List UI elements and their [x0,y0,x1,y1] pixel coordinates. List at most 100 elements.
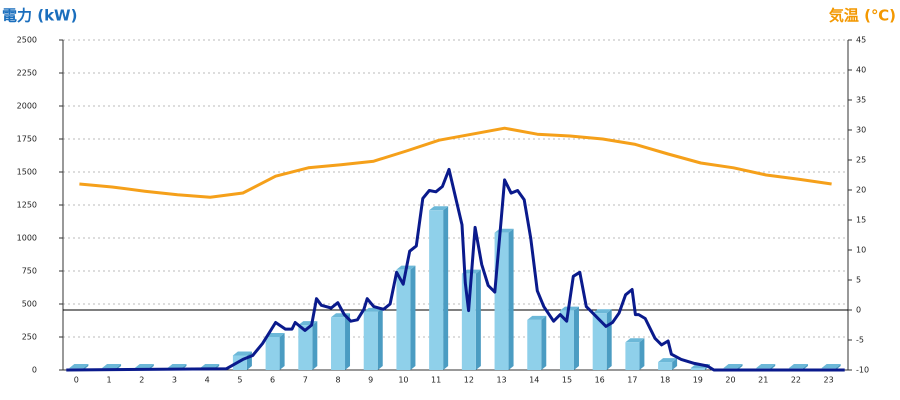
bar-face [134,364,154,369]
bar-face [625,338,645,343]
x-tick-label: 15 [562,376,572,385]
x-tick-label: 20 [725,376,735,385]
y2-tick-label: -5 [856,336,864,345]
bar [527,315,547,370]
bar-face [625,342,640,370]
bar [265,333,285,370]
bar-face [658,358,678,363]
bar-face [232,351,252,356]
bar-face [788,364,808,369]
bar-face [461,273,476,370]
y-tick-label: 250 [22,333,37,342]
bar-face [527,319,542,370]
bar-face [429,206,449,211]
line [66,167,845,372]
bar-face [756,364,776,369]
y-tick-label: 2250 [17,69,37,78]
bar-face [592,313,607,370]
bar-face [443,206,449,370]
x-tick-label: 10 [398,376,408,385]
x-tick-label: 16 [595,376,605,385]
y2-tick-label: 10 [856,246,866,255]
bar-face [658,362,673,370]
bar [592,309,612,370]
bar [298,321,318,370]
bar-face [508,228,514,370]
x-tick-label: 5 [237,376,242,385]
bar-face [200,364,220,369]
bar [363,307,383,370]
y2-tick-label: 0 [856,306,861,315]
x-tick-label: 9 [368,376,373,385]
bar [396,265,416,370]
y2-tick-label: 35 [856,96,866,105]
x-tick-label: 21 [758,376,768,385]
y2-tick-label: -10 [856,366,869,375]
bar-face [279,333,285,370]
right-axis-title: 気温 (℃) [829,7,896,25]
y-tick-label: 1750 [17,135,37,144]
x-tick-label: 6 [270,376,275,385]
bar-face [167,364,187,369]
bar [625,338,645,370]
bar-face [69,364,89,369]
x-tick-label: 12 [464,376,474,385]
bar-face [592,309,612,314]
bar-face [821,364,841,369]
y2-tick-label: 5 [856,276,861,285]
bar-face [396,269,411,370]
bar-face [475,269,481,370]
bar [494,228,514,370]
x-tick-label: 3 [172,376,177,385]
y-tick-label: 1000 [17,234,37,243]
bar-face [690,368,705,370]
bar-face [298,325,313,370]
bar-face [559,310,574,370]
x-tick-label: 22 [791,376,801,385]
bar-face [429,210,444,370]
bar-face [410,265,416,370]
y2-tick-label: 15 [856,216,866,225]
y-tick-label: 500 [22,300,37,309]
bar-face [265,337,280,370]
x-tick-label: 18 [660,376,670,385]
bar-face [494,232,509,370]
y-tick-label: 1500 [17,168,37,177]
x-tick-label: 19 [693,376,703,385]
bar-face [312,321,318,370]
bar-face [377,307,383,370]
y2-tick-label: 20 [856,186,866,195]
bar-face [606,309,612,370]
x-tick-label: 17 [627,376,637,385]
bar [559,306,579,370]
x-tick-label: 0 [74,376,79,385]
bar [461,269,481,370]
x-tick-label: 2 [139,376,144,385]
bar-face [527,315,547,320]
x-tick-label: 14 [529,376,539,385]
x-tick-label: 4 [205,376,210,385]
x-tick-label: 23 [824,376,834,385]
y2-tick-label: 40 [856,66,866,75]
line [79,126,832,199]
bar-face [723,364,743,369]
x-tick-label: 1 [107,376,112,385]
y2-tick-label: 30 [856,126,866,135]
y-tick-label: 2000 [17,102,37,111]
y-tick-label: 2500 [17,36,37,45]
y-tick-label: 0 [32,366,37,375]
bar-face [541,315,547,370]
bar-face [672,358,678,370]
left-axis-title: 電力 (kW) [2,7,77,25]
bar [658,358,678,370]
x-tick-label: 7 [303,376,308,385]
x-tick-label: 13 [496,376,506,385]
bar [331,313,351,370]
bar-face [363,311,378,370]
bar-face [265,333,285,337]
bar-face [102,364,122,369]
bar-face [345,313,351,370]
x-tick-label: 11 [431,376,441,385]
bar [429,206,449,370]
